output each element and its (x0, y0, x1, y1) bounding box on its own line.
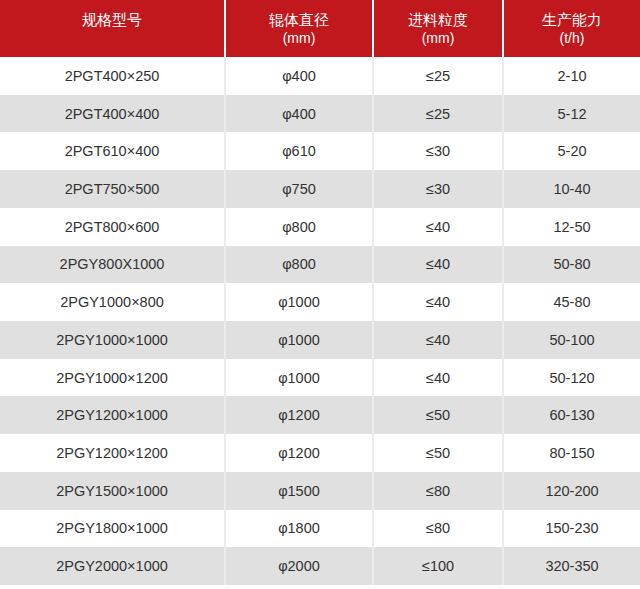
cell-feed-size: ≤100 (374, 547, 504, 585)
cell-model: 2PGY1800×1000 (0, 510, 226, 548)
cell-feed-size: ≤80 (374, 510, 504, 548)
cell-capacity: 50-120 (504, 359, 640, 397)
cell-model: 2PGY2000×1000 (0, 547, 226, 585)
cell-model: 2PGT800×600 (0, 208, 226, 246)
cell-model: 2PGY1200×1000 (0, 396, 226, 434)
cell-model: 2PGY1000×1000 (0, 321, 226, 359)
column-header-model: 规格型号 (0, 0, 226, 57)
cell-roller-diameter: φ800 (226, 208, 374, 246)
cell-model: 2PGT400×400 (0, 95, 226, 133)
cell-feed-size: ≤40 (374, 359, 504, 397)
cell-capacity: 12-50 (504, 208, 640, 246)
cell-roller-diameter: φ400 (226, 57, 374, 95)
cell-capacity: 320-350 (504, 547, 640, 585)
cell-feed-size: ≤80 (374, 472, 504, 510)
table-row: 2PGY1000×800φ1000≤4045-80 (0, 283, 640, 321)
table-row: 2PGY1000×1000φ1000≤4050-100 (0, 321, 640, 359)
table-row: 2PGY800X1000φ800≤4050-80 (0, 246, 640, 284)
table-row: 2PGT400×250φ400≤252-10 (0, 57, 640, 95)
cell-roller-diameter: φ1500 (226, 472, 374, 510)
cell-capacity: 150-230 (504, 510, 640, 548)
table-row: 2PGY1200×1000φ1200≤5060-130 (0, 396, 640, 434)
table-body: 2PGT400×250φ400≤252-102PGT400×400φ400≤25… (0, 57, 640, 585)
cell-roller-diameter: φ610 (226, 132, 374, 170)
cell-roller-diameter: φ400 (226, 95, 374, 133)
cell-feed-size: ≤40 (374, 321, 504, 359)
cell-model: 2PGY1000×800 (0, 283, 226, 321)
table-row: 2PGY1000×1200φ1000≤4050-120 (0, 359, 640, 397)
cell-roller-diameter: φ1200 (226, 396, 374, 434)
cell-roller-diameter: φ1000 (226, 283, 374, 321)
cell-capacity: 120-200 (504, 472, 640, 510)
cell-model: 2PGY1000×1200 (0, 359, 226, 397)
cell-capacity: 50-100 (504, 321, 640, 359)
table-row: 2PGT400×400φ400≤255-12 (0, 95, 640, 133)
cell-capacity: 50-80 (504, 246, 640, 284)
column-header-roller-diameter: 辊体直径(mm) (226, 0, 374, 57)
cell-capacity: 45-80 (504, 283, 640, 321)
spec-table: 规格型号辊体直径(mm)进料粒度(mm)生产能力(t/h) 2PGT400×25… (0, 0, 640, 585)
table-row: 2PGT800×600φ800≤4012-50 (0, 208, 640, 246)
cell-model: 2PGT750×500 (0, 170, 226, 208)
column-unit: (mm) (422, 29, 455, 47)
column-header-feed-size: 进料粒度(mm) (374, 0, 504, 57)
cell-model: 2PGY800X1000 (0, 246, 226, 284)
column-unit: (t/h) (560, 29, 585, 47)
cell-roller-diameter: φ1000 (226, 359, 374, 397)
cell-feed-size: ≤25 (374, 57, 504, 95)
cell-feed-size: ≤25 (374, 95, 504, 133)
cell-roller-diameter: φ2000 (226, 547, 374, 585)
table-row: 2PGY1500×1000φ1500≤80120-200 (0, 472, 640, 510)
column-title: 生产能力 (542, 11, 602, 29)
cell-feed-size: ≤50 (374, 434, 504, 472)
cell-model: 2PGT400×250 (0, 57, 226, 95)
cell-roller-diameter: φ1800 (226, 510, 374, 548)
table-row: 2PGY1200×1200φ1200≤5080-150 (0, 434, 640, 472)
cell-capacity: 2-10 (504, 57, 640, 95)
cell-feed-size: ≤30 (374, 170, 504, 208)
table-row: 2PGT750×500φ750≤3010-40 (0, 170, 640, 208)
cell-feed-size: ≤40 (374, 246, 504, 284)
cell-roller-diameter: φ1000 (226, 321, 374, 359)
cell-feed-size: ≤40 (374, 283, 504, 321)
cell-feed-size: ≤50 (374, 396, 504, 434)
cell-capacity: 5-20 (504, 132, 640, 170)
cell-capacity: 10-40 (504, 170, 640, 208)
cell-capacity: 5-12 (504, 95, 640, 133)
column-title: 进料粒度 (408, 11, 468, 29)
column-title: 辊体直径 (269, 11, 329, 29)
cell-feed-size: ≤30 (374, 132, 504, 170)
cell-feed-size: ≤40 (374, 208, 504, 246)
cell-roller-diameter: φ750 (226, 170, 374, 208)
column-header-capacity: 生产能力(t/h) (504, 0, 640, 57)
table-row: 2PGT610×400φ610≤305-20 (0, 132, 640, 170)
cell-capacity: 60-130 (504, 396, 640, 434)
cell-roller-diameter: φ800 (226, 246, 374, 284)
table-header-row: 规格型号辊体直径(mm)进料粒度(mm)生产能力(t/h) (0, 0, 640, 57)
column-unit: (mm) (283, 29, 316, 47)
column-title: 规格型号 (82, 11, 142, 29)
cell-model: 2PGY1500×1000 (0, 472, 226, 510)
cell-model: 2PGT610×400 (0, 132, 226, 170)
cell-capacity: 80-150 (504, 434, 640, 472)
cell-model: 2PGY1200×1200 (0, 434, 226, 472)
table-row: 2PGY1800×1000φ1800≤80150-230 (0, 510, 640, 548)
table-row: 2PGY2000×1000φ2000≤100320-350 (0, 547, 640, 585)
cell-roller-diameter: φ1200 (226, 434, 374, 472)
